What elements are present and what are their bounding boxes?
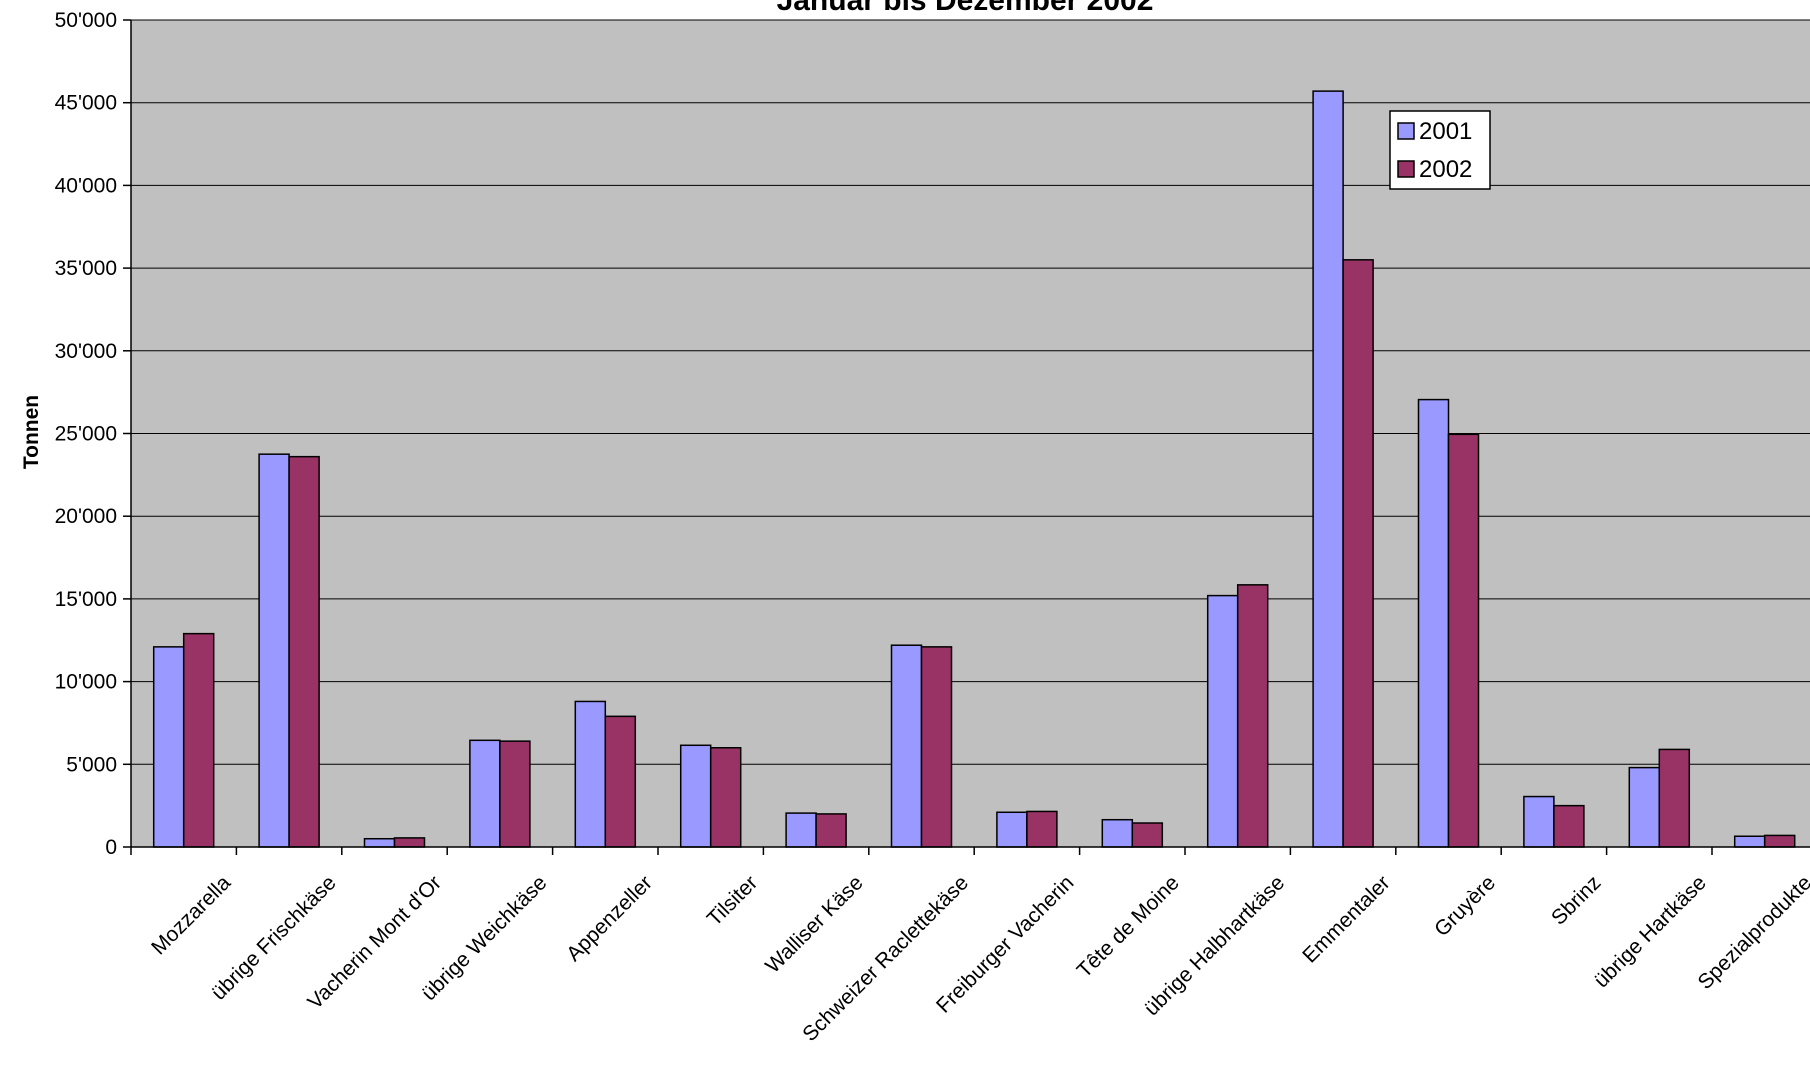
bar-2001 — [1628, 766, 1661, 848]
y-tick-label: 45'000 — [55, 92, 117, 115]
bar-2002 — [1763, 834, 1796, 848]
y-tick-label: 35'000 — [55, 257, 117, 280]
y-tick-label: 40'000 — [55, 174, 117, 197]
bar-2001 — [996, 811, 1028, 848]
bar-2002 — [1236, 584, 1269, 848]
bar-2001 — [1417, 398, 1450, 848]
bar-2001 — [679, 744, 712, 848]
x-tick-label: Gruyère — [1430, 871, 1500, 941]
bar-2001 — [258, 453, 290, 848]
bar-2001 — [1101, 818, 1134, 848]
bar-2002 — [499, 740, 531, 848]
bar-2002 — [1131, 822, 1164, 848]
bar-2001 — [1733, 835, 1766, 848]
x-tick-label: Sbrinz — [1547, 871, 1605, 929]
bar-2001 — [363, 837, 396, 848]
bar-2002 — [1342, 259, 1374, 848]
bar-2002 — [1026, 810, 1058, 848]
axes — [123, 19, 1810, 855]
y-tick-label: 5'000 — [66, 753, 117, 776]
y-tick-label: 25'000 — [55, 423, 117, 446]
legend-swatch — [1397, 122, 1415, 140]
bar-2001 — [469, 739, 501, 848]
bar-2001 — [152, 646, 185, 848]
bar-2001 — [1206, 594, 1239, 848]
x-tick-label: Walliser Käse — [761, 871, 867, 977]
legend-label: 2001 — [1419, 118, 1472, 145]
bar-2002 — [815, 813, 847, 848]
bar-2001 — [1523, 795, 1555, 848]
legend-swatch — [1397, 160, 1415, 178]
bar-2001 — [785, 812, 817, 848]
bar-2001 — [890, 644, 923, 848]
gridlines — [131, 19, 1810, 765]
y-axis-label: Tonnen — [20, 395, 43, 469]
bar-2002 — [288, 455, 320, 848]
bar-2002 — [1447, 433, 1480, 848]
y-tick-label: 20'000 — [55, 505, 117, 528]
chart-title: Januar bis Dezember 2002 — [777, 0, 1154, 17]
bar-2002 — [1658, 748, 1691, 848]
legend: 2001 2002 — [1389, 110, 1491, 190]
x-tick-label: übrige Hartkäse — [1590, 871, 1711, 992]
legend-label: 2002 — [1419, 156, 1472, 183]
bar-2002 — [604, 715, 637, 848]
bar-2002 — [1553, 804, 1585, 848]
x-tick-label: Emmentaler — [1298, 871, 1394, 967]
bar-2001 — [1312, 90, 1344, 848]
y-tick-label: 0 — [105, 836, 117, 859]
y-tick-label: 15'000 — [55, 588, 117, 611]
bar-2002 — [920, 646, 953, 848]
y-tick-label: 50'000 — [55, 9, 117, 32]
bar-2001 — [574, 700, 607, 848]
x-tick-label: Tête de Moine — [1073, 871, 1184, 982]
x-tick-label: Tilsiter — [703, 871, 762, 930]
x-tick-label: Mozzarella — [147, 871, 235, 959]
bar-2002 — [709, 747, 742, 848]
y-tick-labels: 0 5'000 10'000 15'000 20'000 25'000 30'000 35'0… — [55, 9, 117, 859]
bar-2002 — [182, 632, 215, 848]
y-tick-label: 10'000 — [55, 671, 117, 694]
y-tick-label: 30'000 — [55, 340, 117, 363]
x-tick-label: Spezialprodukte — [1693, 871, 1810, 994]
x-tick-label: Appenzeller — [562, 871, 657, 966]
bar-2002 — [393, 837, 426, 848]
